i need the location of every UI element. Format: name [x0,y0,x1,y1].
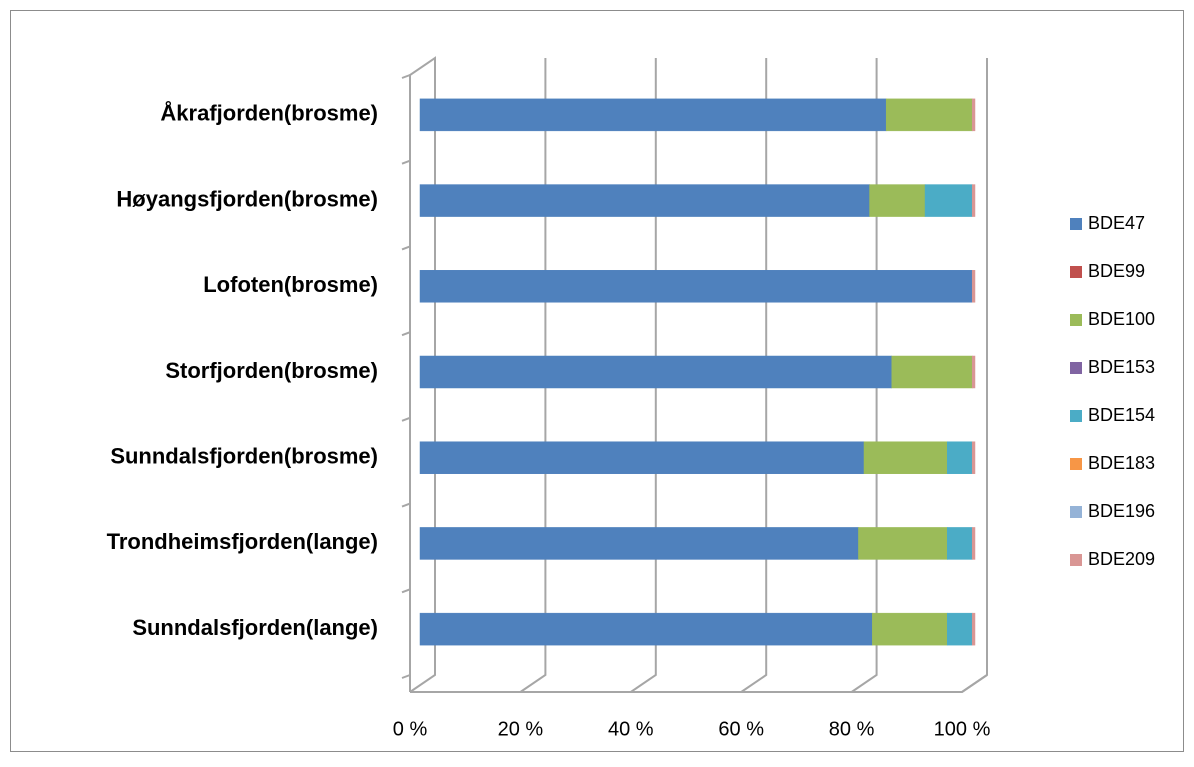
legend-swatch [1070,266,1082,278]
legend-label: BDE196 [1088,501,1155,521]
y-tick [401,588,411,594]
y-tick [401,74,411,79]
category-label: Høyangsfjorden(brosme) [116,186,378,211]
legend-label: BDE47 [1088,213,1145,233]
bar-segment [885,98,973,132]
legend-label: BDE154 [1088,405,1155,425]
legend-label: BDE209 [1088,549,1155,569]
legend-label: BDE153 [1088,357,1155,377]
bar-segment [419,355,892,389]
category-label: Åkrafjorden(brosme) [160,100,378,126]
grid-line [740,58,768,693]
y-tick [401,331,411,337]
bar-segment [419,184,870,217]
bar-segment [971,612,976,646]
bar-segment [947,612,973,646]
legend-swatch [1070,218,1082,230]
bar-segment [971,527,976,560]
y-tick [401,245,411,251]
x-tick-label: 80 % [829,718,875,740]
bar-segment [419,527,859,560]
category-label: Sunndalsfjorden(brosme) [110,444,378,469]
bar-segment [858,527,948,560]
bar-segment [872,612,948,646]
bar-segment [863,441,948,474]
legend-swatch [1070,554,1082,566]
grid-line [519,58,547,693]
x-tick-label: 60 % [718,718,764,740]
category-label: Trondheimsfjorden(lange) [107,529,378,554]
bar-segment [924,184,973,217]
bar-segment [419,270,973,303]
y-tick [401,416,411,422]
bar-segment [947,441,973,474]
legend-swatch [1070,410,1082,422]
x-tick-label: 100 % [934,718,991,740]
grid-line [851,58,878,693]
legend-label: BDE100 [1088,309,1155,329]
bar-segment [971,441,976,474]
bar-segment [419,612,873,646]
category-label: Lofoten(brosme) [203,272,378,297]
category-label: Sunndalsfjorden(lange) [132,615,378,640]
bar-segment [971,184,976,217]
bar-segment [971,98,976,132]
x-tick-label: 40 % [608,718,654,740]
grid-line [961,58,988,693]
legend-label: BDE99 [1088,261,1145,281]
y-tick [401,159,411,165]
bar-segment [419,441,865,474]
category-label: Storfjorden(brosme) [165,358,378,383]
x-tick-label: 20 % [498,718,544,740]
y-tick [401,502,411,508]
bar-segment [419,98,887,132]
legend-swatch [1070,458,1082,470]
legend-swatch [1070,362,1082,374]
y-tick [401,674,411,679]
bar-segment [891,355,973,389]
grid-line [409,58,436,693]
grid-line [630,58,657,693]
bar-segment [869,184,926,217]
bar-segment [971,355,976,389]
legend-swatch [1070,314,1082,326]
legend-swatch [1070,506,1082,518]
legend-label: BDE183 [1088,453,1155,473]
bar-segment [971,270,976,303]
bar-segment [947,527,973,560]
x-tick-label: 0 % [393,718,428,740]
